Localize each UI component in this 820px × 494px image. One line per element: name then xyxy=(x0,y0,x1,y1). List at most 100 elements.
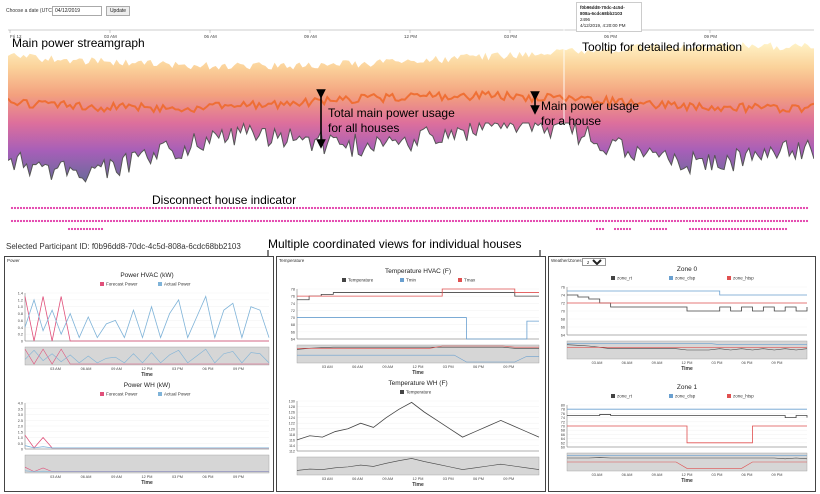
y-tick-label: 0.8 xyxy=(18,312,23,316)
legend-label: zone_clsp xyxy=(675,394,696,399)
streamgraph-time-axis: Fri 12 03 AM 06 AM 09 AM 12 PM 03 PM 06 PM 09 P… xyxy=(8,29,814,39)
y-tick-label: 72 xyxy=(291,309,295,313)
power-charts[interactable]: Power HVAC (kW) Forecast Power Actual Powe… xyxy=(5,257,275,493)
legend-swatch xyxy=(342,278,346,282)
annotation-tooltip: Tooltip for detailed information xyxy=(582,40,743,54)
legend-swatch xyxy=(158,282,162,286)
stream-tick-label: Fri 12 xyxy=(10,34,22,39)
y-tick-label: 0.4 xyxy=(18,326,23,330)
context-brush[interactable] xyxy=(296,456,540,476)
y-tick-label: 64 xyxy=(291,338,295,342)
series-line xyxy=(24,296,269,342)
stream-tick-label: 06 AM xyxy=(204,34,217,39)
x-tick-label: 09 PM xyxy=(233,475,244,479)
y-tick-label: 114 xyxy=(289,444,295,448)
chart-title: Temperature HVAC (F) xyxy=(385,268,451,275)
x-tick-label: 09 PM xyxy=(772,361,783,365)
x-tick-label: 03 PM xyxy=(443,477,454,481)
stream-tick-label: 06 PM xyxy=(604,34,617,39)
update-button[interactable]: Update xyxy=(106,6,130,16)
y-tick-label: 126 xyxy=(289,411,295,415)
y-tick-label: 80 xyxy=(561,404,565,408)
date-input[interactable] xyxy=(52,6,102,16)
y-tick-label: 74 xyxy=(291,302,295,306)
x-axis-label: Time xyxy=(141,372,153,378)
legend-swatch xyxy=(611,394,615,398)
x-tick-label: 06 PM xyxy=(203,475,214,479)
context-line xyxy=(24,348,270,364)
zone1-chart: Zone 1 zone_rt zone_clsp zone_htsp 606264666… xyxy=(561,384,808,484)
x-axis-label: Time xyxy=(681,478,693,484)
x-tick-label: 09 AM xyxy=(382,477,393,481)
x-tick-label: 06 AM xyxy=(622,473,633,477)
selected-house-stream[interactable] xyxy=(8,90,814,115)
x-tick-label: 12 PM xyxy=(682,361,693,365)
y-tick-label: 1.0 xyxy=(18,436,23,440)
y-tick-label: 0.2 xyxy=(18,333,23,337)
x-tick-label: 06 PM xyxy=(473,365,484,369)
series-line xyxy=(567,290,807,296)
streamgraph-area[interactable] xyxy=(8,42,814,182)
y-tick-label: 1.5 xyxy=(18,430,23,434)
x-tick-label: 09 PM xyxy=(503,477,514,481)
annotation-main-streamgraph: Main power streamgraph xyxy=(12,36,145,50)
x-tick-label: 03 PM xyxy=(172,475,183,479)
series-line xyxy=(24,295,270,340)
y-tick-label: 0 xyxy=(21,340,23,344)
selected-participant-id: Selected Participant ID: f0b96dd8-70dc-4… xyxy=(6,242,241,251)
x-tick-label: 03 AM xyxy=(592,473,603,477)
y-tick-label: 62 xyxy=(561,441,565,445)
x-tick-label: 03 AM xyxy=(322,365,333,369)
series-line xyxy=(567,414,808,418)
tooltip-id-line1: f0b96dd8-70dc-4c5d- xyxy=(580,5,625,10)
power_hvac-chart: Power HVAC (kW) Forecast Power Actual Powe… xyxy=(18,272,270,378)
x-tick-label: 06 PM xyxy=(742,473,753,477)
legend-swatch xyxy=(400,278,404,282)
series-line xyxy=(297,317,539,340)
context-brush[interactable] xyxy=(296,344,540,364)
x-tick-label: 06 AM xyxy=(352,365,363,369)
stream-tick-label: 03 AM xyxy=(104,34,117,39)
zone0-chart: Zone 0 zone_rt zone_clsp zone_htsp 64 66 68 70 7… xyxy=(561,266,808,372)
power-panel: Power Power HVAC (kW) Forecast Power Actua… xyxy=(4,256,274,492)
series-line xyxy=(296,401,540,441)
legend-label: Tmax xyxy=(464,278,476,283)
x-axis-label: Time xyxy=(141,480,153,486)
power_wh-chart: Power WH (kW) Forecast Power Actual Power 0… xyxy=(18,382,270,486)
temp_wh-chart: Temperature WH (F) Temperature 112 114 11611… xyxy=(289,380,540,488)
x-tick-label: 12 PM xyxy=(682,473,693,477)
y-tick-label: 128 xyxy=(289,405,295,409)
x-axis-label: Time xyxy=(412,370,424,376)
context-brush[interactable] xyxy=(24,346,270,366)
temperature-charts[interactable]: Temperature HVAC (F) Temperature Tmin Tmax 6… xyxy=(277,257,547,493)
x-tick-label: 06 AM xyxy=(352,477,363,481)
y-tick-label: 4.0 xyxy=(18,402,23,406)
chart-title: Zone 1 xyxy=(677,384,698,391)
y-tick-label: 1.2 xyxy=(18,298,23,302)
chart-title: Temperature WH (F) xyxy=(388,380,447,387)
series-line xyxy=(297,288,539,297)
context-brush[interactable] xyxy=(24,454,270,474)
zone-select[interactable]: Zones xyxy=(582,258,606,266)
y-tick-label: 116 xyxy=(289,438,295,442)
context-line xyxy=(567,457,808,460)
series-line xyxy=(24,445,269,449)
weather-zones-panel: Weather/Zones Zones Zone 0 zone_rt zone_cl… xyxy=(548,256,816,492)
legend-swatch xyxy=(100,282,104,286)
series-line xyxy=(24,434,269,449)
y-tick-label: 66 xyxy=(561,433,565,437)
x-tick-label: 03 PM xyxy=(712,361,723,365)
stream-tick-label: 03 PM xyxy=(504,34,517,39)
x-tick-label: 09 AM xyxy=(111,475,122,479)
disconnect-house-indicator[interactable] xyxy=(10,206,809,231)
main-power-streamgraph[interactable]: Fri 12 03 AM 06 AM 09 AM 12 PM 03 PM 06 PM 09 P… xyxy=(8,28,814,234)
legend-label: Forecast Power xyxy=(106,282,138,287)
y-tick-label: 70 xyxy=(291,316,295,320)
legend-label: Actual Power xyxy=(164,282,191,287)
series-line xyxy=(297,292,539,301)
x-axis-label: Time xyxy=(681,366,693,372)
temperature-panel: Temperature Temperature HVAC (F) Temperat… xyxy=(276,256,546,492)
x-tick-label: 06 AM xyxy=(81,475,92,479)
legend-label: zone_rt xyxy=(617,394,633,399)
